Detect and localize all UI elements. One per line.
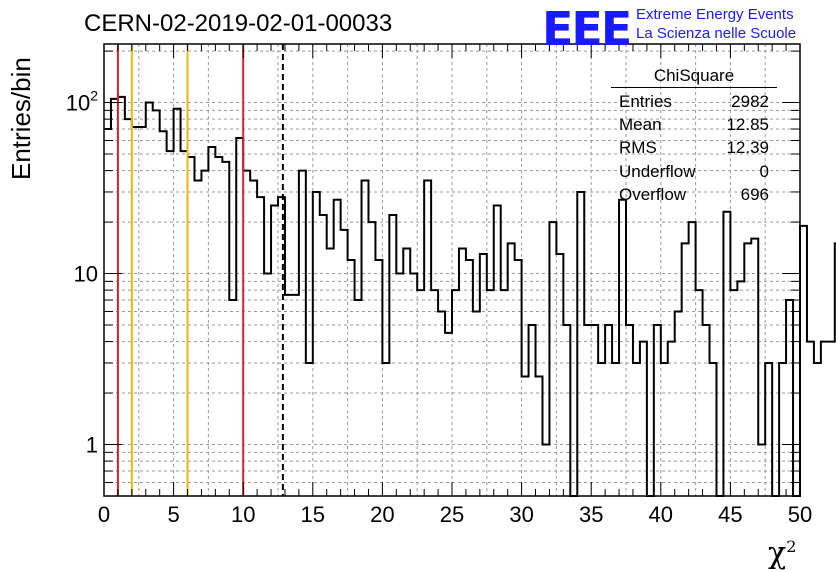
y-tick-label: 10 — [74, 262, 98, 287]
stats-header: ChiSquare — [611, 66, 777, 88]
x-tick-label: 40 — [649, 502, 673, 527]
stats-label: Mean — [619, 115, 662, 135]
x-tick-label: 25 — [440, 502, 464, 527]
x-tick-label: 30 — [509, 502, 533, 527]
x-tick-label: 10 — [231, 502, 255, 527]
stats-row-underflow: Underflow 0 — [611, 160, 777, 183]
x-tick-label: 35 — [579, 502, 603, 527]
chart-title: CERN-02-2019-02-01-00033 — [84, 10, 393, 37]
y-tick-label: 102 — [66, 88, 98, 116]
eee-logo: EEE — [542, 2, 632, 56]
x-axis-label: χ2 — [768, 536, 796, 571]
y-tick-label: 1 — [86, 433, 98, 458]
stats-value: 0 — [759, 161, 769, 181]
stats-row-overflow: Overflow 696 — [611, 183, 777, 206]
x-axis-label-base: χ — [768, 536, 787, 571]
y-axis-label: Entries/bin — [6, 57, 36, 180]
x-tick-label: 20 — [370, 502, 394, 527]
stats-label: Underflow — [619, 161, 696, 181]
x-tick-label: 45 — [718, 502, 742, 527]
stats-label: Entries — [619, 92, 672, 111]
stats-value: 12.85 — [726, 115, 769, 135]
stats-value: 696 — [740, 184, 769, 204]
stats-row-rms: RMS 12.39 — [611, 136, 777, 159]
stats-value: 12.39 — [726, 138, 769, 158]
stats-box: ChiSquare Entries 2982 Mean 12.85 RMS 12.39… — [611, 66, 777, 206]
x-axis-label-sup: 2 — [786, 537, 797, 556]
x-tick-label: 5 — [167, 502, 179, 527]
logo-line-1: Extreme Energy Events — [636, 6, 794, 23]
stats-value: 2982 — [731, 92, 769, 111]
x-tick-label: 50 — [788, 502, 812, 527]
x-tick-label: 0 — [98, 502, 110, 527]
stats-row-mean: Mean 12.85 — [611, 113, 777, 136]
stats-row-entries: Entries 2982 — [611, 90, 777, 113]
stats-label: Overflow — [619, 184, 687, 204]
x-tick-label: 15 — [301, 502, 325, 527]
stats-label: RMS — [619, 138, 657, 158]
y-tick-label-sup: 2 — [90, 88, 98, 104]
logo-line-2: La Scienza nelle Scuole — [636, 25, 797, 42]
